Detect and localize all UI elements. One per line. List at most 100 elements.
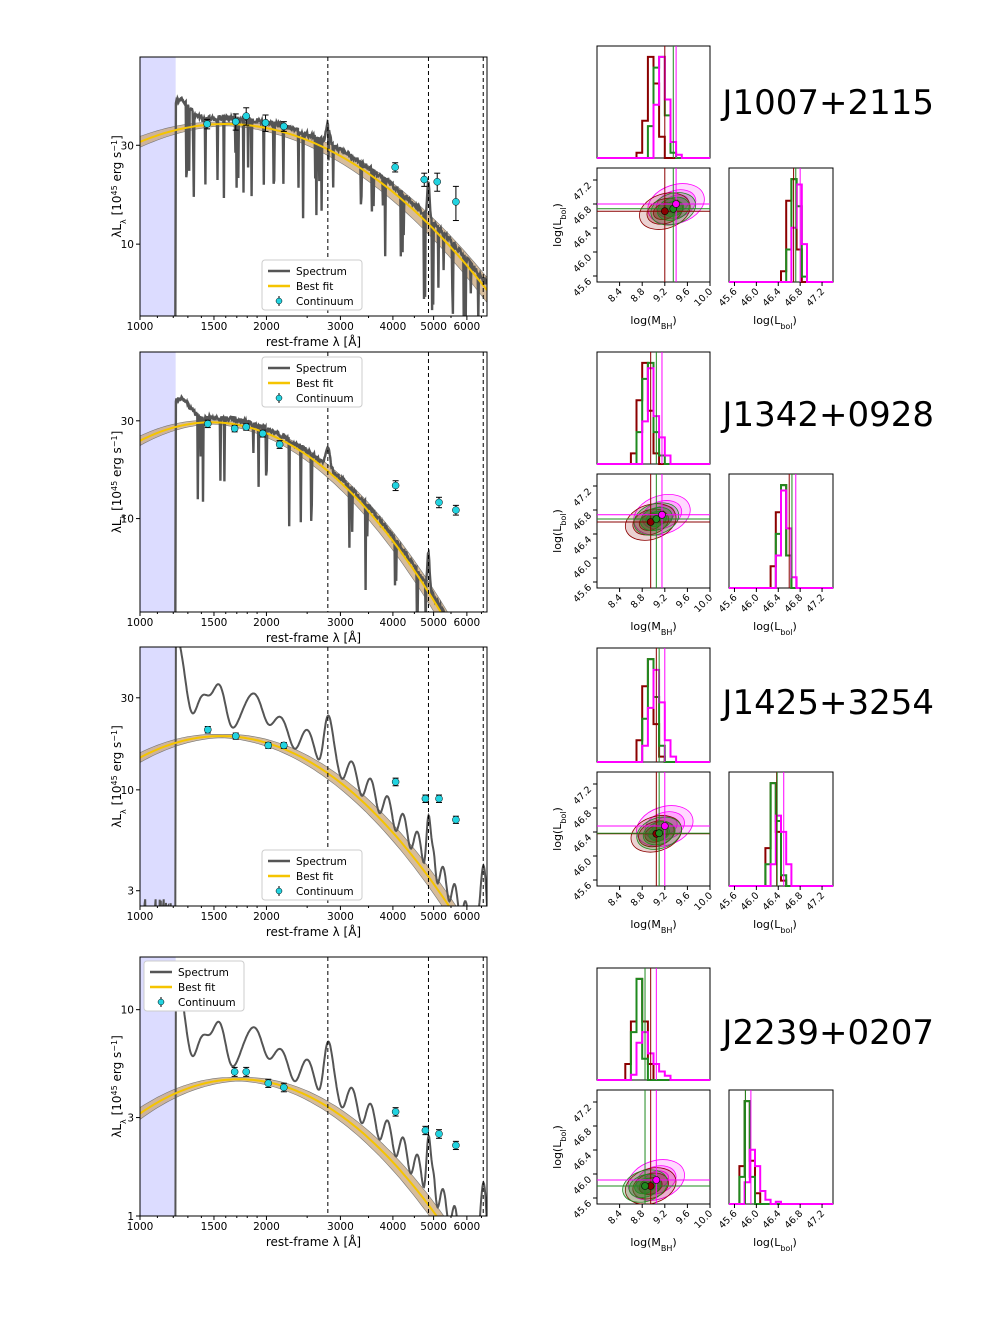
x-tick-label: 4000 — [380, 617, 407, 629]
y-tick-label: 3 — [127, 1113, 134, 1125]
spectrum-panel-J2239+0207: 1000 1500 2000 3000 4000 5000 6000 1 3 10 rest-fra… — [110, 956, 488, 1249]
legend-best-fit-label: Best fit — [296, 871, 333, 883]
continuum-point — [231, 732, 240, 740]
joint-truth-point-green — [655, 829, 663, 838]
y-tick-label: 10 — [121, 1005, 134, 1017]
continuum-point — [452, 198, 460, 206]
continuum-point — [230, 1068, 239, 1076]
continuum-point — [242, 112, 250, 120]
x-tick-label: 5000 — [420, 321, 447, 333]
y-axis-label: λLλ [1045 erg s−1] — [110, 135, 128, 238]
continuum-point — [433, 178, 441, 186]
lbol-x-tick-label: 46.8 — [783, 890, 806, 913]
x-tick-label: 2000 — [253, 321, 280, 333]
spectrum-panel-J1342+0928: 1000 1500 2000 3000 4000 5000 6000 10 30 rest-fra… — [110, 351, 488, 645]
legend-best-fit-label: Best fit — [296, 378, 333, 390]
lbol-histogram-magenta — [729, 489, 833, 589]
lbol-x-tick-label: 46.8 — [783, 286, 806, 309]
mbh-tick-label: 10.0 — [692, 1208, 715, 1231]
joint-truth-point-magenta — [658, 510, 666, 519]
x-tick-label: 6000 — [454, 911, 481, 923]
fit-uncertainty-band — [140, 733, 457, 906]
x-axis-label: rest-frame λ [Å] — [266, 924, 361, 939]
corner-lbol-axis-label: log(Lbol) — [753, 1236, 797, 1253]
legend-continuum-label: Continuum — [296, 393, 354, 405]
mbh-tick-label: 9.6 — [674, 286, 692, 304]
mbh-tick-label: 8.8 — [629, 592, 647, 610]
lbol-y-tick-label: 47.2 — [571, 1102, 594, 1125]
plot-area — [140, 647, 487, 906]
lbol-histogram-magenta — [729, 814, 833, 887]
continuum-point — [280, 1083, 288, 1092]
joint-truth-point-green — [641, 1182, 649, 1190]
lbol-y-tick-label: 45.6 — [571, 880, 594, 903]
lyman-alpha-shade — [140, 647, 176, 906]
lbol-x-tick-label: 46.8 — [783, 1208, 806, 1231]
lbol-x-tick-label: 47.2 — [804, 286, 827, 309]
continuum-point — [231, 117, 240, 126]
lbol-x-tick-label: 46.0 — [739, 1208, 762, 1231]
lbol-y-tick-label: 46.0 — [571, 558, 594, 581]
x-tick-label: 4000 — [380, 321, 407, 333]
x-tick-label: 1500 — [201, 1221, 228, 1233]
spectrum-line — [174, 393, 446, 612]
plot-area — [140, 94, 487, 316]
lbol-histogram-frame — [728, 1089, 834, 1205]
joint-area — [597, 168, 710, 282]
mbh-histogram-magenta — [597, 55, 710, 159]
lbol-histogram-magenta — [729, 183, 833, 283]
lbol-y-tick-label: 45.6 — [571, 582, 594, 605]
x-tick-label: 4000 — [380, 1221, 407, 1233]
legend-continuum-label: Continuum — [296, 296, 354, 308]
corner-lbol-axis-label: log(Lbol) — [753, 314, 797, 331]
x-tick-label: 6000 — [454, 1221, 481, 1233]
mbh-tick-label: 9.6 — [674, 1208, 692, 1226]
x-tick-label: 5000 — [420, 617, 447, 629]
lbol-x-tick-label: 45.6 — [717, 1208, 740, 1231]
plot-area — [140, 393, 448, 612]
x-tick-label: 4000 — [380, 911, 407, 923]
object-name: J2239+0207 — [720, 1013, 934, 1053]
x-tick-label: 1000 — [127, 617, 154, 629]
legend-continuum-swatch — [157, 998, 165, 1006]
mbh-tick-label: 9.6 — [674, 890, 692, 908]
lbol-x-tick-label: 46.0 — [739, 890, 762, 913]
legend: Spectrum Best fit Continuum — [261, 356, 363, 408]
lbol-x-tick-label: 46.0 — [739, 286, 762, 309]
legend-box — [261, 356, 363, 408]
x-tick-label: 3000 — [327, 321, 354, 333]
x-tick-label: 1000 — [127, 321, 154, 333]
y-axis-label: λLλ [1045 erg s−1] — [110, 1035, 128, 1138]
mbh-histogram-magenta — [597, 367, 710, 465]
lbol-x-tick-label: 47.2 — [804, 890, 827, 913]
legend: Spectrum Best fit Continuum — [261, 259, 363, 311]
continuum-point — [280, 741, 288, 750]
spectrum-line — [174, 94, 487, 316]
lyman-alpha-shade — [140, 352, 176, 612]
legend-box — [261, 849, 363, 901]
joint-area — [597, 772, 710, 886]
lbol-y-tick-label: 46.8 — [571, 808, 594, 831]
joint-area — [597, 474, 710, 588]
x-tick-label: 1000 — [127, 1221, 154, 1233]
legend-continuum-swatch — [275, 394, 283, 402]
mbh-tick-label: 8.8 — [629, 890, 647, 908]
mbh-tick-label: 9.2 — [651, 1208, 669, 1226]
fit-uncertainty-band — [140, 420, 448, 612]
lbol-y-tick-label: 46.8 — [571, 1126, 594, 1149]
x-tick-label: 1500 — [201, 321, 228, 333]
lbol-y-tick-label: 46.0 — [571, 252, 594, 275]
fit-uncertainty-band — [140, 1076, 445, 1216]
x-tick-label: 5000 — [420, 1221, 447, 1233]
lbol-y-tick-label: 46.4 — [571, 534, 594, 557]
lbol-x-tick-label: 46.4 — [761, 592, 784, 615]
lbol-histogram-magenta — [729, 1148, 833, 1205]
x-tick-label: 1500 — [201, 617, 228, 629]
continuum-point — [435, 1130, 443, 1138]
legend-spectrum-label: Spectrum — [296, 363, 347, 375]
mbh-histogram-magenta — [597, 1031, 710, 1081]
continuum-point — [204, 725, 212, 734]
